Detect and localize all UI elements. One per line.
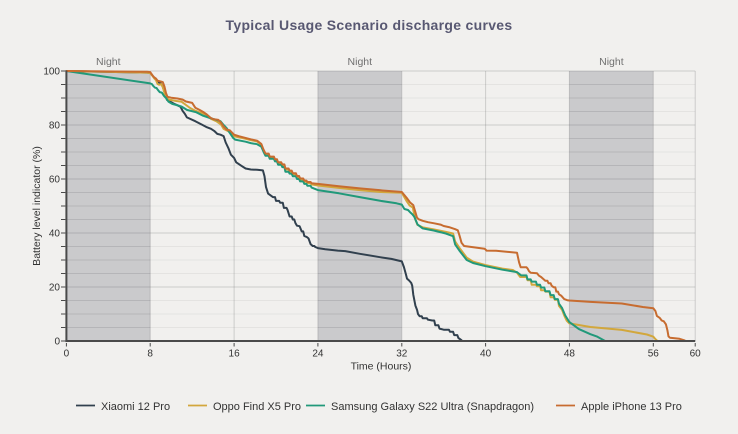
svg-text:Samsung Galaxy S22 Ultra (Snap: Samsung Galaxy S22 Ultra (Snapdragon) <box>331 401 534 413</box>
svg-text:Typical Usage Scenario dischar: Typical Usage Scenario discharge curves <box>226 17 513 33</box>
svg-text:0: 0 <box>54 337 60 348</box>
svg-text:60: 60 <box>49 175 61 186</box>
svg-text:100: 100 <box>43 67 60 78</box>
svg-text:8: 8 <box>147 349 153 360</box>
svg-text:Battery level indicator (%): Battery level indicator (%) <box>31 146 43 266</box>
svg-text:16: 16 <box>229 349 241 360</box>
svg-text:24: 24 <box>312 349 324 360</box>
svg-text:0: 0 <box>64 349 70 360</box>
svg-text:Night: Night <box>599 56 624 68</box>
svg-text:Night: Night <box>96 56 121 68</box>
svg-text:Oppo Find X5 Pro: Oppo Find X5 Pro <box>213 401 301 413</box>
svg-text:Time (Hours): Time (Hours) <box>351 361 412 373</box>
svg-text:40: 40 <box>49 229 61 240</box>
svg-text:Night: Night <box>348 56 373 68</box>
svg-text:20: 20 <box>49 283 61 294</box>
svg-text:48: 48 <box>564 349 576 360</box>
svg-text:32: 32 <box>396 349 408 360</box>
svg-text:56: 56 <box>648 349 660 360</box>
svg-text:60: 60 <box>690 349 702 360</box>
svg-text:80: 80 <box>49 121 61 132</box>
svg-text:40: 40 <box>480 349 492 360</box>
svg-text:Xiaomi 12 Pro: Xiaomi 12 Pro <box>101 401 170 413</box>
svg-text:Apple iPhone 13 Pro: Apple iPhone 13 Pro <box>581 401 682 413</box>
